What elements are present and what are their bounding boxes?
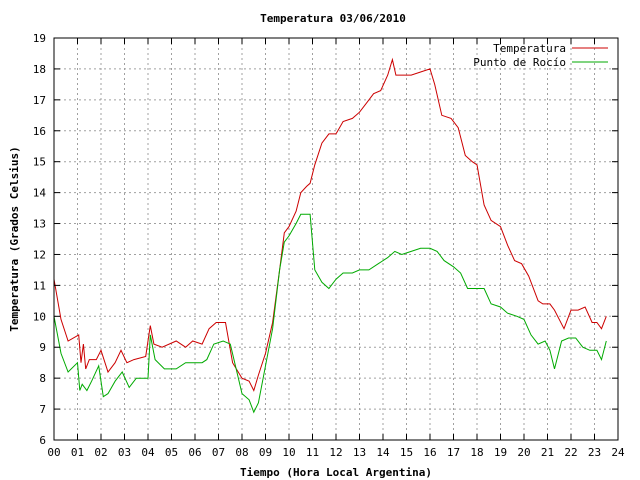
x-tick-label: 23: [588, 446, 601, 459]
legend-label-temperatura: Temperatura: [493, 42, 566, 55]
x-tick-label: 22: [564, 446, 577, 459]
chart-title: Temperatura 03/06/2010: [260, 12, 406, 25]
series-line-temperatura: [53, 57, 607, 392]
y-tick-label: 14: [33, 187, 47, 200]
y-tick-label: 7: [39, 403, 46, 416]
x-tick-label: 13: [353, 446, 366, 459]
y-tick-label: 9: [39, 341, 46, 354]
x-tick-label: 07: [212, 446, 225, 459]
tick-layer: 6 7 8 9 10 11 12 13 14 15 16 17 18 19 00 01 02 03 04 05 06 07…: [33, 32, 625, 459]
x-tick-label: 06: [188, 446, 201, 459]
x-tick-label: 08: [235, 446, 248, 459]
y-tick-label: 6: [39, 434, 46, 447]
series-layer: [53, 57, 607, 414]
x-tick-label: 11: [306, 446, 319, 459]
x-tick-label: 16: [423, 446, 436, 459]
y-tick-label: 11: [33, 279, 46, 292]
y-tick-label: 16: [33, 125, 46, 138]
y-axis-label: Temperatura (Grados Celsius): [8, 146, 21, 331]
x-tick-label: 01: [71, 446, 84, 459]
x-tick-label: 15: [400, 446, 413, 459]
x-axis-label: Tiempo (Hora Local Argentina): [240, 466, 432, 479]
y-tick-label: 13: [33, 218, 46, 231]
x-tick-label: 20: [517, 446, 530, 459]
x-tick-label: 03: [118, 446, 131, 459]
y-tick-label: 17: [33, 94, 46, 107]
x-tick-label: 17: [447, 446, 460, 459]
grid-layer: [54, 38, 618, 440]
x-tick-label: 09: [259, 446, 272, 459]
x-tick-label: 18: [470, 446, 483, 459]
x-tick-label: 21: [541, 446, 554, 459]
y-tick-label: 12: [33, 248, 46, 261]
x-tick-label: 04: [141, 446, 155, 459]
y-tick-label: 10: [33, 310, 46, 323]
x-tick-label: 19: [494, 446, 507, 459]
y-tick-label: 15: [33, 156, 46, 169]
x-tick-label: 02: [94, 446, 107, 459]
x-tick-label: 00: [47, 446, 60, 459]
series-line-punto-de-rocio: [53, 213, 607, 414]
y-tick-label: 8: [39, 372, 46, 385]
x-tick-label: 10: [282, 446, 295, 459]
x-tick-label: 05: [165, 446, 178, 459]
y-tick-label: 19: [33, 32, 46, 45]
legend-label-punto-de-rocio: Punto de Rocío: [473, 56, 566, 69]
x-tick-label: 14: [376, 446, 390, 459]
x-tick-label: 24: [611, 446, 625, 459]
y-tick-label: 18: [33, 63, 46, 76]
x-tick-label: 12: [329, 446, 342, 459]
